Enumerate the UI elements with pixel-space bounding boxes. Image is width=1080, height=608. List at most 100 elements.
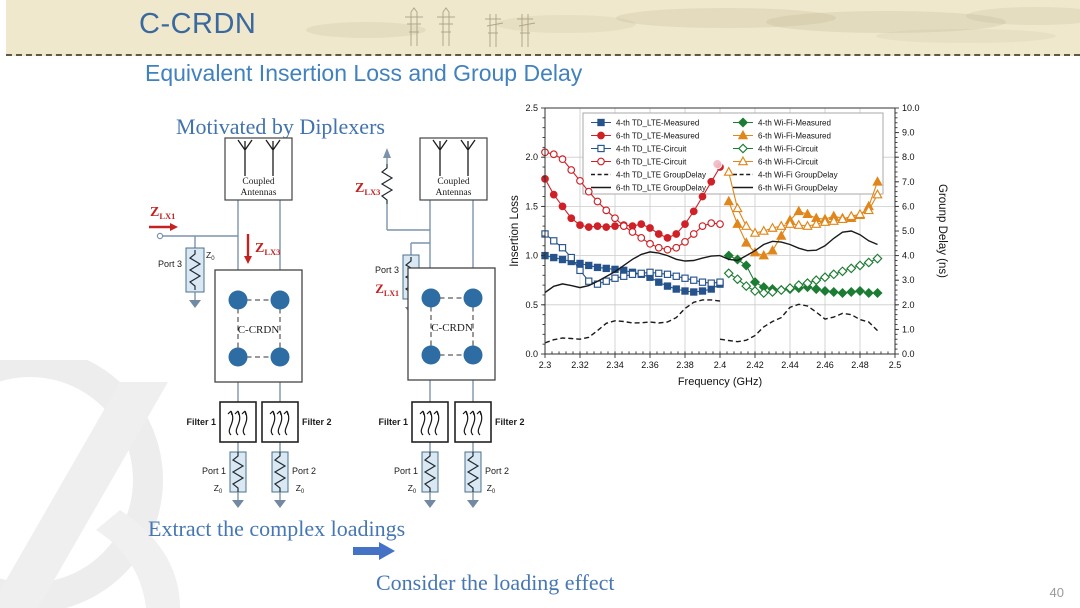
svg-text:6-th Wi-Fi-Measured: 6-th Wi-Fi-Measured [758, 132, 831, 141]
ground-icon [466, 491, 480, 509]
svg-text:10.0: 10.0 [902, 103, 920, 113]
coupled-antennas-label: Antennas [436, 188, 472, 198]
svg-text:4-th TD_LTE-Measured: 4-th TD_LTE-Measured [616, 119, 699, 128]
y-axis-left-title: Insertion Loss [509, 195, 521, 267]
port2-label: Port 2 [485, 466, 509, 476]
svg-text:2.3: 2.3 [539, 360, 552, 370]
extract-loadings-text: Extract the complex loadings [148, 516, 406, 541]
z0-label: Z0 [296, 483, 305, 495]
svg-text:0.0: 0.0 [525, 349, 538, 359]
ground-icon [188, 291, 202, 309]
zlx1-label: ZLX1 [375, 281, 399, 298]
filter2-label: Filter 2 [495, 417, 525, 427]
coupled-antennas-label: Antennas [241, 188, 277, 198]
zlx3-label: ZLX3 [255, 241, 280, 257]
coupled-antennas-box [419, 137, 488, 201]
consider-loading-text: Consider the loading effect [376, 570, 615, 595]
svg-text:0.5: 0.5 [525, 300, 538, 310]
z0-label: Z0 [206, 250, 215, 262]
svg-text:2.48: 2.48 [851, 360, 869, 370]
ground-icon [273, 491, 287, 509]
port3-label: Port 3 [158, 259, 182, 269]
svg-text:2.36: 2.36 [641, 360, 659, 370]
axes: 2.3 2.32 2.34 2.36 2.38 2.4 2.42 2.44 2.46 2.48 2.… [509, 103, 948, 388]
port1-label: Port 1 [394, 466, 418, 476]
chart-legend: 4-th TD_LTE-Measured 6-th TD_LTE-Measured… [582, 112, 884, 195]
svg-text:3.0: 3.0 [902, 275, 915, 285]
right-arrow-icon [353, 542, 395, 560]
highlighted-point [712, 158, 723, 170]
svg-text:2.38: 2.38 [676, 360, 694, 370]
filter2-box [454, 401, 492, 443]
svg-text:7.0: 7.0 [902, 177, 915, 187]
svg-text:2.46: 2.46 [816, 360, 834, 370]
series-4-th Wi-Fi GroupDelay [719, 303, 878, 343]
zlx3-arrow [244, 234, 252, 264]
open-terminal-node [156, 232, 164, 240]
svg-text:0.0: 0.0 [902, 349, 915, 359]
slide-header: C-CRDN [6, 0, 1080, 56]
wires [386, 156, 474, 452]
insertion-loss-chart: 4-th TD_LTE-Measured 6-th TD_LTE-Measured… [505, 100, 950, 395]
chart-svg: 4-th TD_LTE-Measured 6-th TD_LTE-Measured… [509, 103, 948, 388]
series-6-th TD_LTE-Circuit [541, 148, 724, 254]
series-4-th Wi-Fi-Measured [723, 250, 883, 299]
series-6-th TD_LTE GroupDelay [544, 251, 721, 294]
svg-text:2.32: 2.32 [571, 360, 589, 370]
diplexer-caption: Motivated by Diplexers [176, 114, 385, 139]
svg-text:4-th Wi-Fi-Circuit: 4-th Wi-Fi-Circuit [758, 145, 819, 154]
ground-icon [423, 491, 437, 509]
flow-arrow [351, 540, 397, 567]
filter1-box [411, 401, 449, 443]
z0-label: Z0 [408, 483, 417, 495]
svg-text:9.0: 9.0 [902, 128, 915, 138]
ccrdn-label: C-CRDN [431, 322, 473, 334]
series-6-th Wi-Fi-Circuit [723, 166, 883, 237]
series-4-th Wi-Fi-Circuit [723, 253, 883, 299]
svg-text:6-th Wi-Fi GroupDelay: 6-th Wi-Fi GroupDelay [758, 184, 838, 193]
svg-text:1.0: 1.0 [902, 324, 915, 334]
ccrdn-node-circles [421, 288, 483, 365]
svg-text:6-th TD_LTE GroupDelay: 6-th TD_LTE GroupDelay [616, 184, 706, 193]
svg-text:4-th Wi-Fi GroupDelay: 4-th Wi-Fi GroupDelay [758, 171, 838, 180]
filter2-box [261, 401, 299, 443]
coupled-antennas-box [224, 137, 293, 201]
coupled-antennas-label: Coupled [242, 177, 274, 187]
series-6-th TD_LTE-Measured [541, 163, 724, 242]
diplexer-diagram-2: Coupled Antennas ZLX3 Port 3 ZLX1 C-CRDN… [355, 137, 525, 509]
slide-title: C-CRDN [139, 8, 257, 40]
filter1-box [219, 401, 257, 443]
svg-text:6-th Wi-Fi-Circuit: 6-th Wi-Fi-Circuit [758, 158, 819, 167]
transmission-tower-icon [405, 7, 536, 47]
diplexer-diagram-1: Coupled Antennas ZLX1 ZLX3 Port 3 Z0 C-C… [149, 137, 332, 509]
svg-text:2.4: 2.4 [714, 360, 727, 370]
svg-text:1.5: 1.5 [525, 201, 538, 211]
port3-label: Port 3 [375, 265, 399, 275]
series-6-th Wi-Fi GroupDelay [719, 230, 878, 262]
svg-text:4-th TD_LTE-Circuit: 4-th TD_LTE-Circuit [616, 145, 687, 154]
slide-subtitle: Equivalent Insertion Loss and Group Dela… [145, 60, 583, 86]
svg-text:8.0: 8.0 [902, 152, 915, 162]
z0-label: Z0 [487, 483, 496, 495]
svg-text:2.5: 2.5 [889, 360, 902, 370]
svg-text:6.0: 6.0 [902, 201, 915, 211]
up-arrow-icon [383, 148, 391, 158]
svg-text:2.0: 2.0 [902, 300, 915, 310]
filter1-label: Filter 1 [186, 417, 216, 427]
series-4-th TD_LTE GroupDelay [544, 299, 721, 344]
header-sketch-towers [306, 7, 1080, 47]
svg-text:4-th Wi-Fi-Measured: 4-th Wi-Fi-Measured [758, 119, 831, 128]
coupled-antennas-label: Coupled [437, 177, 469, 187]
svg-text:5.0: 5.0 [902, 226, 915, 236]
svg-text:1.0: 1.0 [525, 251, 538, 261]
ccrdn-box [214, 269, 303, 383]
ccrdn-node-circles [228, 290, 290, 367]
wires [162, 200, 281, 452]
svg-text:6-th TD_LTE-Circuit: 6-th TD_LTE-Circuit [616, 158, 687, 167]
x-axis-title: Frequency (GHz) [678, 376, 762, 388]
svg-text:2.34: 2.34 [606, 360, 624, 370]
ground-icon [231, 491, 245, 509]
filter1-label: Filter 1 [378, 417, 408, 427]
svg-text:4-th TD_LTE GroupDelay: 4-th TD_LTE GroupDelay [616, 171, 706, 180]
